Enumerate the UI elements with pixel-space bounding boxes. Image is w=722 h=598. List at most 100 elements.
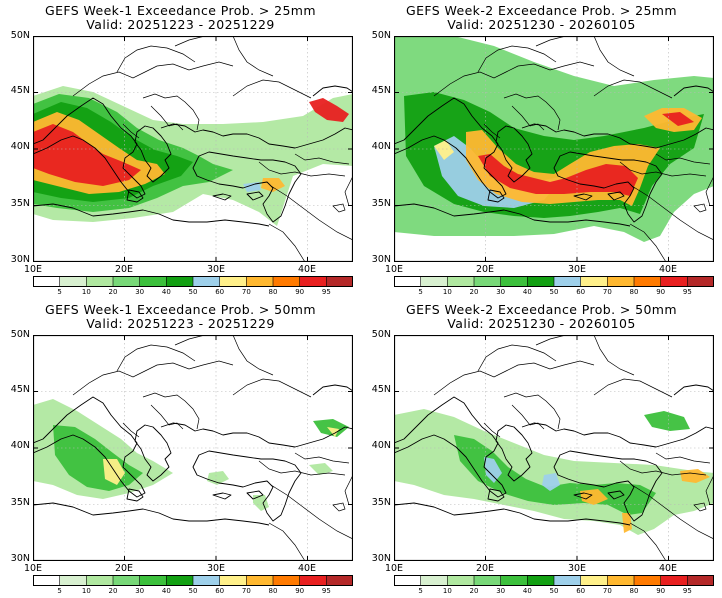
legend-swatch	[193, 276, 220, 287]
legend-swatch	[447, 575, 475, 586]
legend-swatch	[420, 575, 448, 586]
lat-label: 40N	[371, 141, 391, 152]
legend-label: 80	[629, 288, 639, 296]
lat-label: 30N	[371, 553, 391, 564]
legend-label: 90	[656, 587, 666, 595]
lat-label: 30N	[371, 254, 391, 265]
legend-label: 90	[295, 288, 305, 296]
legend-swatch	[394, 276, 421, 287]
coastlines	[394, 384, 714, 526]
legend-swatch	[634, 276, 661, 287]
legend-swatch	[273, 276, 300, 287]
legend-label: 10	[442, 587, 452, 595]
legend-swatch	[113, 575, 140, 586]
panel-week1-50mm: GEFS Week-1 Exceedance Prob. > 50mm Vali…	[0, 299, 361, 598]
lon-label: 10E	[384, 563, 404, 574]
legend-label: 60	[215, 587, 225, 595]
lon-label: 20E	[114, 563, 134, 574]
legend-label: 5	[418, 587, 423, 595]
legend-swatch	[166, 575, 194, 586]
legend-swatch	[59, 276, 87, 287]
lon-label: 30E	[206, 563, 226, 574]
graticule	[394, 335, 714, 561]
lon-label: 40E	[658, 264, 678, 275]
legend-label: 40	[161, 587, 171, 595]
legend-swatch	[86, 575, 114, 586]
legend-label: 5	[57, 587, 62, 595]
legend-label: 40	[522, 288, 532, 296]
lat-label: 50N	[371, 329, 391, 340]
legend-label: 70	[241, 288, 251, 296]
lat-label: 40N	[10, 141, 30, 152]
legend-swatch	[139, 276, 167, 287]
legend-swatch	[527, 575, 555, 586]
panel-title: GEFS Week-2 Exceedance Prob. > 25mm	[406, 3, 677, 18]
lon-label: 40E	[658, 563, 678, 574]
lat-label: 50N	[10, 30, 30, 41]
legend-swatch	[660, 276, 688, 287]
lat-label: 35N	[371, 198, 391, 209]
country-borders	[72, 335, 353, 561]
panel-title: GEFS Week-1 Exceedance Prob. > 50mm	[45, 302, 316, 317]
lat-label: 40N	[371, 440, 391, 451]
legend-swatch	[474, 575, 501, 586]
legend-label: 50	[549, 587, 559, 595]
probability-map	[33, 335, 353, 561]
legend-swatch	[554, 276, 581, 287]
legend-swatch	[660, 575, 688, 586]
legend-label: 60	[576, 288, 586, 296]
legend-swatch	[607, 276, 635, 287]
panel-valid-dates: Valid: 20251223 - 20251229	[86, 316, 275, 331]
legend-swatch	[193, 575, 220, 586]
legend-label: 95	[682, 288, 692, 296]
coastlines	[33, 85, 353, 227]
lat-label: 35N	[371, 497, 391, 508]
legend-label: 80	[629, 587, 639, 595]
legend-label: 30	[496, 587, 506, 595]
legend-label: 50	[549, 288, 559, 296]
legend-label: 10	[81, 288, 91, 296]
lon-label: 20E	[475, 264, 495, 275]
country-borders	[72, 36, 353, 262]
legend-swatch	[219, 575, 247, 586]
lat-label: 45N	[371, 85, 391, 96]
legend-swatch	[86, 276, 114, 287]
panel-week2-25mm: GEFS Week-2 Exceedance Prob. > 25mm Vali…	[361, 0, 722, 299]
legend-swatch	[166, 276, 194, 287]
legend-label: 95	[321, 288, 331, 296]
legend-label: 60	[215, 288, 225, 296]
legend-label: 20	[469, 587, 479, 595]
legend-swatch	[687, 276, 714, 287]
color-legend	[33, 575, 353, 586]
legend-label: 50	[188, 288, 198, 296]
legend-swatch	[139, 575, 167, 586]
coastlines	[33, 384, 353, 526]
color-legend	[394, 276, 714, 287]
legend-swatch	[299, 276, 327, 287]
lon-label: 20E	[475, 563, 495, 574]
lat-label: 45N	[10, 384, 30, 395]
legend-swatch	[326, 575, 353, 586]
legend-label: 30	[135, 288, 145, 296]
lon-label: 30E	[567, 264, 587, 275]
panel-valid-dates: Valid: 20251230 - 20260105	[447, 17, 636, 32]
legend-swatch	[447, 276, 475, 287]
legend-label: 20	[108, 587, 118, 595]
legend-swatch	[113, 276, 140, 287]
lon-label: 30E	[567, 563, 587, 574]
lat-label: 40N	[10, 440, 30, 451]
lon-label: 10E	[23, 563, 43, 574]
legend-swatch	[33, 575, 60, 586]
lat-label: 35N	[10, 497, 30, 508]
panel-week2-50mm: GEFS Week-2 Exceedance Prob. > 50mm Vali…	[361, 299, 722, 598]
legend-label: 5	[418, 288, 423, 296]
lat-label: 45N	[10, 85, 30, 96]
legend-label: 90	[295, 587, 305, 595]
legend-swatch	[500, 575, 528, 586]
legend-swatch	[634, 575, 661, 586]
legend-swatch	[326, 276, 353, 287]
lon-label: 10E	[384, 264, 404, 275]
panel-title: GEFS Week-2 Exceedance Prob. > 50mm	[406, 302, 677, 317]
legend-label: 80	[268, 288, 278, 296]
panel-valid-dates: Valid: 20251230 - 20260105	[447, 316, 636, 331]
